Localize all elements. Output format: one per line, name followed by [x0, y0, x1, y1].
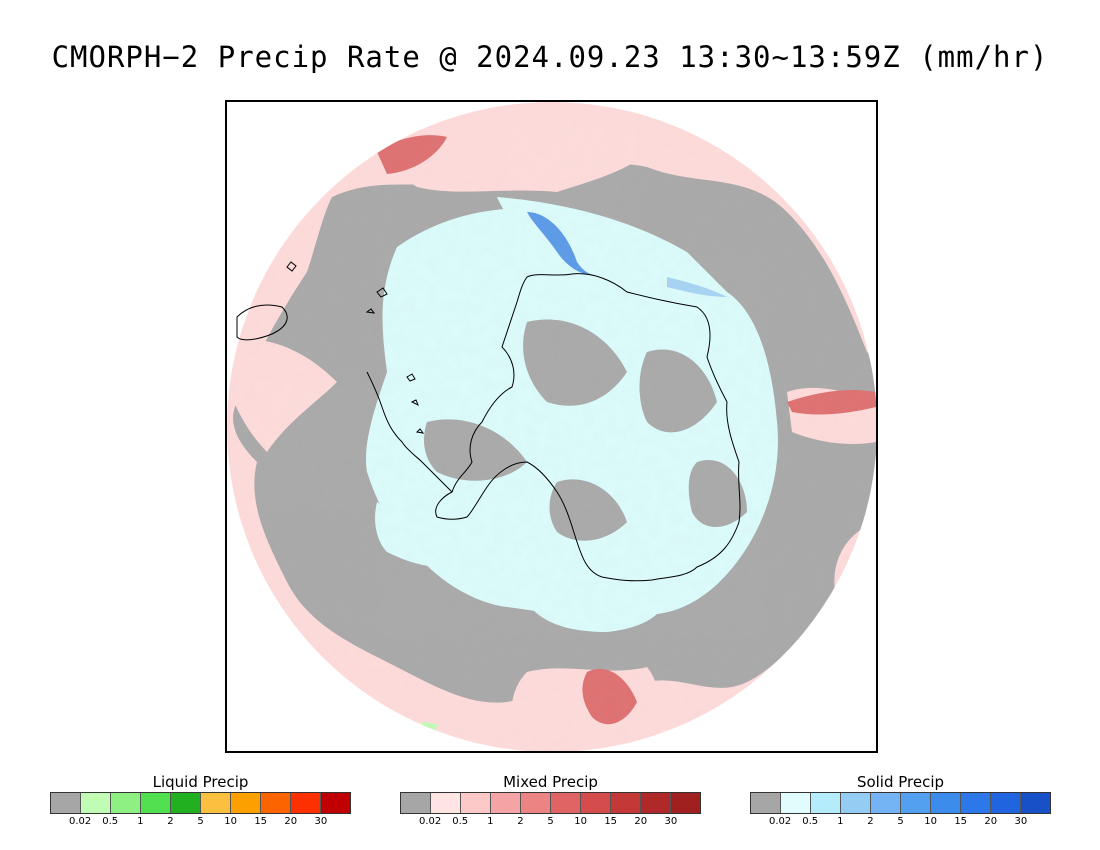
- legend-solid: Solid Precip 0.02 0.5 1 2 5 10 15 20 30: [750, 772, 1051, 830]
- legend-tick-label: 10: [224, 816, 237, 827]
- legend-swatch: [111, 793, 141, 813]
- legend-tick-label: 5: [547, 816, 553, 827]
- polar-map: [225, 100, 878, 753]
- precip-field: [227, 102, 876, 751]
- legend-tick-label: 20: [284, 816, 297, 827]
- tick-labels: 0.02 0.5 1 2 5 10 15 20 30: [50, 814, 351, 830]
- legend-tick-label: 15: [604, 816, 617, 827]
- legend-tick-label: 0.5: [102, 816, 118, 827]
- legend-tick-label: 1: [837, 816, 843, 827]
- legend-tick-label: 10: [574, 816, 587, 827]
- legend-swatch: [611, 793, 641, 813]
- legend-swatch: [1021, 793, 1050, 813]
- color-bar: [50, 792, 351, 814]
- legend-swatch: [261, 793, 291, 813]
- legend-tick-label: 0.02: [419, 816, 441, 827]
- legend-swatch: [171, 793, 201, 813]
- legend-swatch: [871, 793, 901, 813]
- legend-tick-label: 0.5: [802, 816, 818, 827]
- legend-title: Mixed Precip: [400, 772, 701, 792]
- tick-labels: 0.02 0.5 1 2 5 10 15 20 30: [750, 814, 1051, 830]
- legend-tick-label: 20: [984, 816, 997, 827]
- legend-tick-label: 1: [137, 816, 143, 827]
- legend-tick-label: 2: [867, 816, 873, 827]
- legend-tick-label: 5: [197, 816, 203, 827]
- legend-swatch: [641, 793, 671, 813]
- color-bar: [400, 792, 701, 814]
- legend-swatch: [811, 793, 841, 813]
- legend-tick-label: 30: [1015, 816, 1028, 827]
- legend-swatch: [581, 793, 611, 813]
- legend-swatch: [291, 793, 321, 813]
- legend-swatch: [321, 793, 350, 813]
- legend-swatch: [901, 793, 931, 813]
- legend-tick-label: 15: [254, 816, 267, 827]
- legend-title: Liquid Precip: [50, 772, 351, 792]
- legend-swatch: [431, 793, 461, 813]
- legend-tick-label: 10: [924, 816, 937, 827]
- legend-tick-label: 20: [634, 816, 647, 827]
- legend-swatch: [81, 793, 111, 813]
- chart-title: CMORPH−2 Precip Rate @ 2024.09.23 13:30~…: [0, 40, 1100, 74]
- legend-tick-label: 30: [665, 816, 678, 827]
- map-canvas: [227, 102, 876, 751]
- legend-swatch: [841, 793, 871, 813]
- legend-swatch: [521, 793, 551, 813]
- legend-swatch: [961, 793, 991, 813]
- legend-tick-label: 0.02: [69, 816, 91, 827]
- legend-tick-label: 15: [954, 816, 967, 827]
- legend-swatch: [991, 793, 1021, 813]
- legend-tick-label: 30: [315, 816, 328, 827]
- legend-swatch: [401, 793, 431, 813]
- legend-swatch: [551, 793, 581, 813]
- legend-tick-label: 5: [897, 816, 903, 827]
- legend-tick-label: 1: [487, 816, 493, 827]
- legend-swatch: [461, 793, 491, 813]
- legend-swatch: [231, 793, 261, 813]
- legend-tick-label: 0.5: [452, 816, 468, 827]
- legend-tick-label: 0.02: [769, 816, 791, 827]
- color-bar: [750, 792, 1051, 814]
- legend-swatch: [671, 793, 700, 813]
- legend-liquid: Liquid Precip 0.02 0.5 1 2 5 10 15 20 30: [50, 772, 351, 830]
- legend-swatch: [491, 793, 521, 813]
- legend-swatch: [781, 793, 811, 813]
- legend-swatch: [141, 793, 171, 813]
- legend-swatch: [201, 793, 231, 813]
- tick-labels: 0.02 0.5 1 2 5 10 15 20 30: [400, 814, 701, 830]
- legend-swatch: [931, 793, 961, 813]
- legend-swatch: [751, 793, 781, 813]
- legend-title: Solid Precip: [750, 772, 1051, 792]
- legend-tick-label: 2: [517, 816, 523, 827]
- legend-tick-label: 2: [167, 816, 173, 827]
- legend-swatch: [51, 793, 81, 813]
- legend-mixed: Mixed Precip 0.02 0.5 1 2 5 10 15 20 30: [400, 772, 701, 830]
